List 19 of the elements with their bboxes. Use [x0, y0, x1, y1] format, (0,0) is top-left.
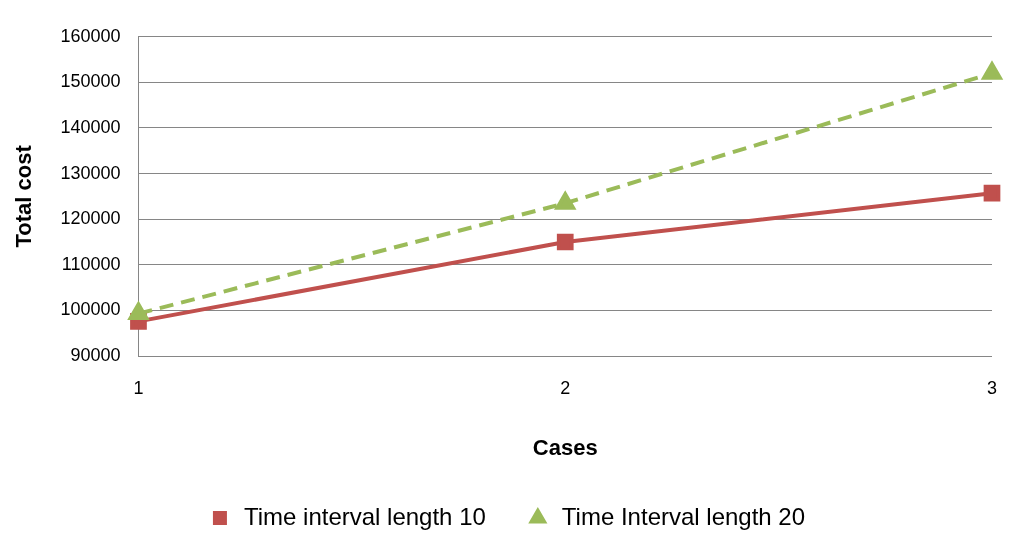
point	[983, 184, 1001, 202]
y-axis-title: Total cost	[11, 144, 37, 248]
x-tick-label: 1	[133, 377, 144, 398]
y-tick-label: 150000	[60, 71, 121, 92]
point	[555, 192, 576, 210]
y-tick-label: 90000	[70, 344, 121, 365]
y-tick-label: 160000	[60, 25, 121, 46]
y-tick-label: 110000	[61, 253, 121, 274]
x-tick-label: 2	[560, 377, 571, 398]
y-tick-label: 120000	[60, 208, 121, 229]
point	[982, 62, 1002, 80]
x-tick-label: 3	[986, 377, 997, 398]
y-tick-label: 100000	[60, 299, 121, 320]
x-axis-title: Cases	[532, 434, 598, 460]
y-tick-label: 130000	[60, 162, 121, 183]
legend-label: Time Interval length 20	[561, 502, 806, 530]
y-tick-label: 140000	[60, 116, 121, 137]
point	[556, 233, 574, 251]
legend-label: Time interval length 10	[243, 502, 486, 530]
